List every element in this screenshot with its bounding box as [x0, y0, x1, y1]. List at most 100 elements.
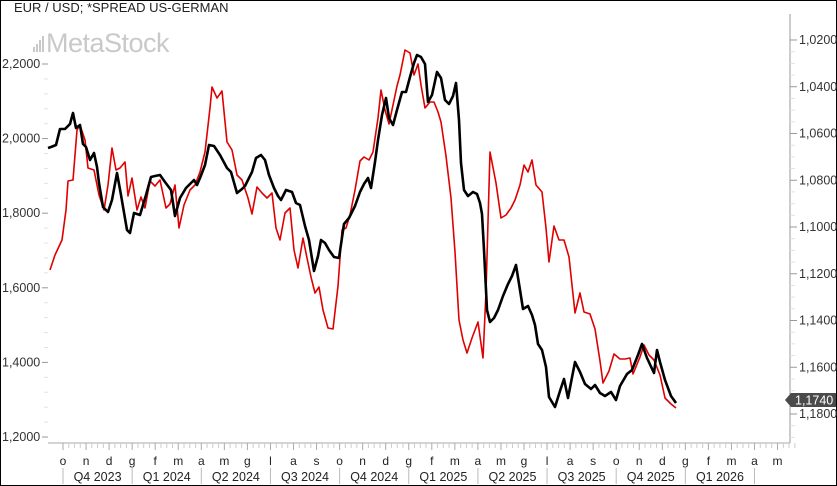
svg-text:m: m: [726, 454, 736, 468]
svg-text:l: l: [546, 454, 549, 468]
x-axis-month: a: [198, 443, 220, 468]
svg-text:g: g: [521, 454, 528, 468]
last-value-badge: 1,1740: [785, 392, 836, 407]
svg-text:l: l: [269, 454, 272, 468]
right-axis-label: 1,1800: [799, 407, 837, 421]
metastock-watermark: MetaStock: [33, 28, 170, 59]
svg-text:m: m: [450, 454, 460, 468]
x-axis-quarter: Q2 2024: [212, 470, 260, 484]
left-axis-label: 1,8000: [2, 206, 40, 220]
right-axis-label: 1,0400: [799, 80, 837, 94]
x-axis-month: o: [613, 443, 634, 468]
svg-text:d: d: [659, 454, 666, 468]
right-axis-label: 1,0600: [799, 127, 837, 141]
svg-text:a: a: [475, 454, 482, 468]
svg-text:a: a: [290, 454, 297, 468]
svg-text:f: f: [707, 454, 711, 468]
left-axis-label: 2,0000: [2, 132, 40, 146]
left-axis-tick: 1,4000: [2, 355, 48, 423]
svg-text:m: m: [496, 454, 506, 468]
left-axis-label: 1,4000: [2, 355, 40, 369]
left-axis-tick: 1,2000: [2, 430, 48, 444]
right-axis-label: 1,1200: [799, 267, 837, 281]
x-axis-month: s: [314, 443, 335, 468]
svg-text:m: m: [219, 454, 229, 468]
right-axis-tick: 1,1800: [790, 407, 837, 438]
chart-title: EUR / USD; *SPREAD US-GERMAN: [14, 0, 229, 15]
svg-text:a: a: [198, 454, 205, 468]
svg-text:g: g: [129, 454, 136, 468]
x-axis-quarter: Q4 2024: [350, 470, 398, 484]
x-axis-month: f: [707, 443, 727, 468]
x-axis-month: l: [546, 443, 565, 468]
x-axis-month: m: [726, 443, 750, 468]
x-axis-quarter: Q4 2025: [627, 470, 675, 484]
x-axis-quarter: Q3 2024: [281, 470, 329, 484]
x-axis-month: a: [475, 443, 496, 468]
svg-text:g: g: [244, 454, 251, 468]
right-axis-tick: 1,0600: [790, 127, 837, 170]
x-axis-month: g: [244, 443, 266, 468]
x-axis-month: m: [773, 443, 796, 468]
x-axis-month: o: [336, 443, 358, 468]
x-axis-month: d: [659, 443, 681, 468]
right-axis-tick: 1,0800: [790, 173, 837, 216]
x-axis-month: a: [290, 443, 312, 468]
right-axis-label: 1,1400: [799, 314, 837, 328]
svg-text:o: o: [336, 454, 343, 468]
x-axis-month: d: [106, 443, 127, 468]
x-axis-month: f: [430, 443, 450, 468]
svg-text:s: s: [314, 454, 320, 468]
left-axis-tick: 2,0000: [2, 132, 48, 199]
x-axis-quarter: Q4 2023: [74, 470, 122, 484]
right-axis-tick: 1,1200: [790, 267, 837, 310]
svg-text:f: f: [430, 454, 434, 468]
bars-logo-icon: [33, 36, 44, 52]
right-axis-label: 1,0800: [799, 173, 837, 187]
x-axis-quarter: Q2 2025: [488, 470, 536, 484]
x-axis-month: f: [154, 443, 173, 468]
svg-text:f: f: [154, 454, 158, 468]
svg-text:d: d: [106, 454, 113, 468]
svg-text:g: g: [682, 454, 689, 468]
right-axis-label: 1,1000: [799, 220, 837, 234]
svg-text:n: n: [636, 454, 643, 468]
spread-us-german-line: [49, 49, 677, 409]
svg-text:n: n: [83, 454, 90, 468]
x-axis-quarter: Q1 2024: [143, 470, 191, 484]
x-axis-month: n: [83, 443, 104, 468]
svg-text:o: o: [613, 454, 620, 468]
left-axis-tick: 1,8000: [2, 206, 48, 274]
right-axis-tick: 1,0200: [790, 33, 837, 76]
x-axis-month: m: [173, 443, 197, 468]
x-axis-month: g: [521, 443, 542, 468]
watermark-text: MetaStock: [46, 28, 170, 58]
right-axis-tick: 1,1000: [790, 220, 837, 263]
svg-text:g: g: [405, 454, 412, 468]
right-axis-tick: 1,0400: [790, 80, 837, 123]
right-axis-label: 1,0200: [799, 33, 837, 47]
x-axis-month: g: [129, 443, 150, 468]
x-axis-month: a: [567, 443, 588, 468]
x-axis-month: n: [359, 443, 381, 468]
x-axis-month: o: [60, 443, 81, 468]
svg-text:a: a: [567, 454, 574, 468]
svg-text:n: n: [359, 454, 366, 468]
x-axis-quarter: Q3 2025: [558, 470, 606, 484]
eurusd-line: [47, 53, 678, 409]
right-axis-label: 1,1600: [799, 360, 837, 374]
left-axis-tick: 1,6000: [2, 281, 48, 348]
svg-text:a: a: [751, 454, 758, 468]
last-value-text: 1,1740: [795, 393, 833, 407]
svg-text:s: s: [590, 454, 596, 468]
left-axis-label: 1,6000: [2, 281, 40, 295]
svg-text:o: o: [60, 454, 67, 468]
x-axis-month: d: [382, 443, 404, 468]
x-axis-month: l: [269, 443, 289, 468]
x-axis-month: m: [450, 443, 473, 468]
left-axis-label: 2,2000: [2, 57, 40, 71]
x-axis-month: g: [405, 443, 427, 468]
x-axis-quarter: Q1 2026: [696, 470, 744, 484]
left-axis-label: 1,2000: [2, 430, 40, 444]
